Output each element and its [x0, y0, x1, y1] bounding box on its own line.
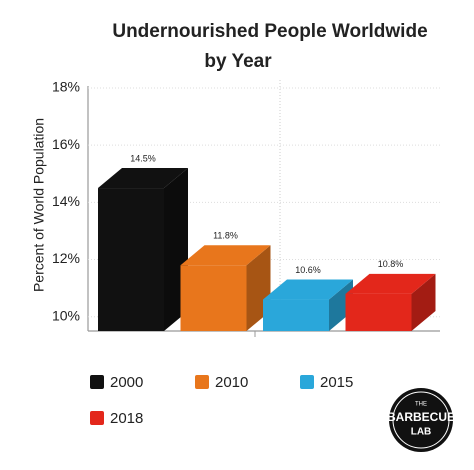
- y-tick-label: 18%: [52, 79, 80, 95]
- chart-title: by Year: [204, 51, 272, 72]
- value-label: 14.5%: [130, 153, 156, 163]
- chart-title: Undernourished People Worldwide: [112, 21, 427, 42]
- bar-side: [411, 273, 436, 331]
- value-label: 10.8%: [378, 259, 404, 269]
- bar-top: [263, 279, 353, 300]
- bar-top: [180, 245, 271, 266]
- y-tick-label: 14%: [52, 193, 80, 209]
- legend-swatch: [90, 375, 104, 389]
- legend-label: 2010: [215, 374, 248, 391]
- logo-text: LAB: [411, 427, 432, 438]
- legend-swatch: [300, 375, 314, 389]
- logo-ring: [392, 391, 450, 449]
- bar: [98, 188, 164, 331]
- logo-text: THE: [415, 402, 427, 408]
- bar: [263, 299, 329, 331]
- y-axis-label: Percent of World Population: [31, 118, 47, 292]
- bar-top: [98, 168, 188, 189]
- legend-label: 2018: [110, 410, 143, 427]
- logo: THE BARBECUE LAB: [387, 388, 455, 452]
- value-label: 10.6%: [295, 265, 321, 275]
- logo-text: BARBECUE: [387, 410, 455, 424]
- logo-badge: [389, 388, 453, 452]
- y-tick-label: 16%: [52, 136, 80, 152]
- legend-label: 2015: [320, 374, 353, 391]
- value-label: 11.8%: [213, 231, 238, 241]
- y-tick-label: 12%: [52, 250, 80, 266]
- legend-swatch: [195, 375, 209, 389]
- y-tick-label: 10%: [52, 307, 80, 323]
- bar: [180, 265, 247, 331]
- bar-side: [329, 279, 353, 331]
- legend-swatch: [90, 411, 104, 425]
- bar-top: [345, 273, 436, 294]
- bar: [345, 293, 412, 331]
- legend-label: 2000: [110, 374, 143, 391]
